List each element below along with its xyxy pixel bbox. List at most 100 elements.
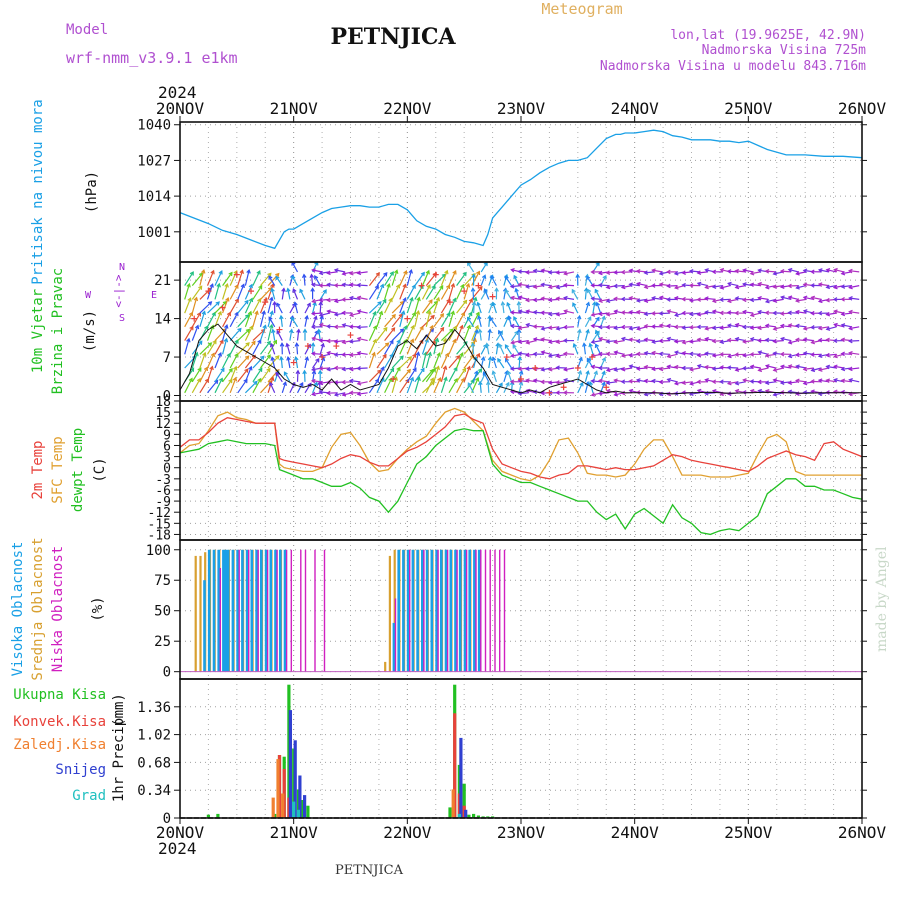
wind-arrow [185,298,191,313]
wind-arrow [253,286,262,300]
y-tick-label: 100 [146,543,171,559]
lonlat-text: lon,lat (19.9625E, 42.9N) [670,28,866,43]
temp-ylabel-sfc: SFC Temp [50,436,66,503]
wind-arrow [449,340,455,355]
axis-labels: 10401027101410012114701815129630-3-6-9-1… [10,99,886,842]
cloud-unit-label: (%) [90,596,106,621]
wind-gust-mark [248,288,254,294]
wind-unit-label: (m/s) [82,310,98,352]
cloud-bar [267,550,268,672]
sfc-temp-line [180,408,862,480]
wind-arrow [464,326,470,341]
wind-arrow [223,298,229,313]
cloud-bar [412,550,415,672]
x-tick-label-bottom: 25NOV [724,823,773,842]
cloud-bar [456,550,457,672]
wind-arrow [400,271,407,286]
cloud-bar [466,550,467,672]
cloud-bar [397,550,400,672]
y-tick-label: 0 [163,665,171,681]
model-label: Model [66,22,108,38]
wind-gust-mark [575,365,581,371]
compass-e: E [151,290,157,301]
wind-arrow [407,285,415,299]
wind-arrow [230,313,238,327]
x-tick-label-top: 26NOV [838,99,887,118]
precip-bar [272,798,275,818]
cloud-bar [241,550,244,672]
wind-arrow [457,273,466,286]
cloud-bar [437,550,438,672]
precip-bar [289,710,292,818]
y-tick-label: 1027 [137,153,171,169]
precip-unit-label: (mm) [111,693,127,727]
precip-legend-item: Ukupna Kisa [13,687,106,703]
wind-arrow [208,353,215,368]
wind-arrow [449,271,456,286]
x-tick-label-top: 24NOV [611,99,660,118]
cloud-bar [440,550,443,672]
cloud-bar [195,556,197,672]
y-tick-label: 1.36 [137,700,171,716]
cloud-bar [475,550,476,672]
y-tick-label: 21 [154,273,171,289]
wind-arrow [449,379,457,393]
cloud-bar [395,599,396,672]
cloud-bar [450,550,453,672]
wind-gust-mark [603,384,609,390]
cloud-bar [494,550,495,672]
wind-arrow [407,326,413,341]
x-tick-label-bottom: 20NOV [156,823,205,842]
cloud-bar [258,550,259,672]
wind-gust-mark [561,384,567,390]
cloud-bar [270,550,273,672]
wind-arrow [230,299,238,313]
y-tick-label: 7 [163,350,171,366]
wind-arrow [192,313,200,327]
wind-gust-mark [305,343,311,349]
cloud-bar [291,550,292,672]
cloud-bar [227,550,230,672]
wind-arrow [185,313,193,327]
wind-arrow [223,354,230,368]
precip-legend-item: Konvek.Kisa [13,714,106,730]
x-tick-label-top: 21NOV [270,99,319,118]
cloud-bar [199,556,201,672]
x-tick-label-top: 22NOV [383,99,432,118]
cloud-bar [423,550,424,672]
cloud-bar [286,550,287,672]
model-name: wrf-nmm_v3.9.1 e1km [66,49,238,67]
compass-arrows: <-|-> [112,274,125,307]
cloud-bar [239,550,240,672]
y-tick-label: 1001 [137,225,171,241]
cloud-bar [276,550,277,672]
precip-bar [276,759,279,818]
y-tick-label: -18 [148,528,171,543]
cloud-bar [213,550,216,672]
model-altitude-text: Nadmorska Visina u modelu 843.716m [600,59,866,74]
wind-gust-mark [348,332,354,338]
wind-arrow [200,379,208,393]
y-tick-label: 25 [154,634,171,650]
wind-gust-mark [504,354,510,360]
wind-arrow [369,326,376,341]
x-tick-label-bottom: 21NOV [270,823,319,842]
precip-ylabel: 1hr Precip [111,718,127,802]
wind-arrow [415,327,423,341]
wind-arrow [457,313,465,327]
wind-arrow [377,343,389,354]
cloud-bar [222,550,225,672]
cloud-bar [279,550,282,672]
wind-arrow [245,312,251,327]
wind-arrow [457,285,464,300]
cloud-bar [225,550,228,672]
cloud-bar [426,550,429,672]
compass-s: S [119,313,125,324]
cloud-bar [409,550,410,672]
wind-arrow [369,286,378,300]
temp-ylabel-dewpt: dewpt Temp [70,428,86,512]
wind-arrow [238,285,244,300]
wind-ylabel-1: 10m Vjetar [30,289,46,373]
